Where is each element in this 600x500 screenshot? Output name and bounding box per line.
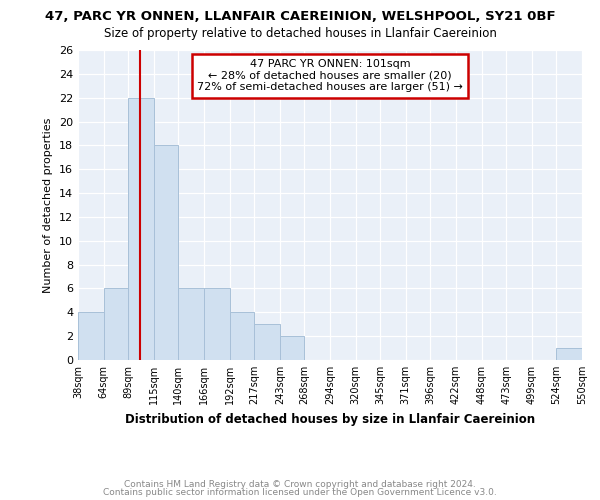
Bar	[78, 312, 104, 360]
Bar	[204, 288, 230, 360]
Text: Size of property relative to detached houses in Llanfair Caereinion: Size of property relative to detached ho…	[104, 28, 496, 40]
Text: 47 PARC YR ONNEN: 101sqm
← 28% of detached houses are smaller (20)
72% of semi-d: 47 PARC YR ONNEN: 101sqm ← 28% of detach…	[197, 60, 463, 92]
Bar	[230, 312, 254, 360]
X-axis label: Distribution of detached houses by size in Llanfair Caereinion: Distribution of detached houses by size …	[125, 412, 535, 426]
Bar	[556, 348, 582, 360]
Bar	[280, 336, 304, 360]
Text: 47, PARC YR ONNEN, LLANFAIR CAEREINION, WELSHPOOL, SY21 0BF: 47, PARC YR ONNEN, LLANFAIR CAEREINION, …	[44, 10, 556, 23]
Bar	[254, 324, 280, 360]
Text: Contains HM Land Registry data © Crown copyright and database right 2024.: Contains HM Land Registry data © Crown c…	[124, 480, 476, 489]
Bar	[128, 98, 154, 360]
Y-axis label: Number of detached properties: Number of detached properties	[43, 118, 53, 292]
Text: Contains public sector information licensed under the Open Government Licence v3: Contains public sector information licen…	[103, 488, 497, 497]
Bar	[154, 146, 178, 360]
Bar	[104, 288, 128, 360]
Bar	[178, 288, 204, 360]
